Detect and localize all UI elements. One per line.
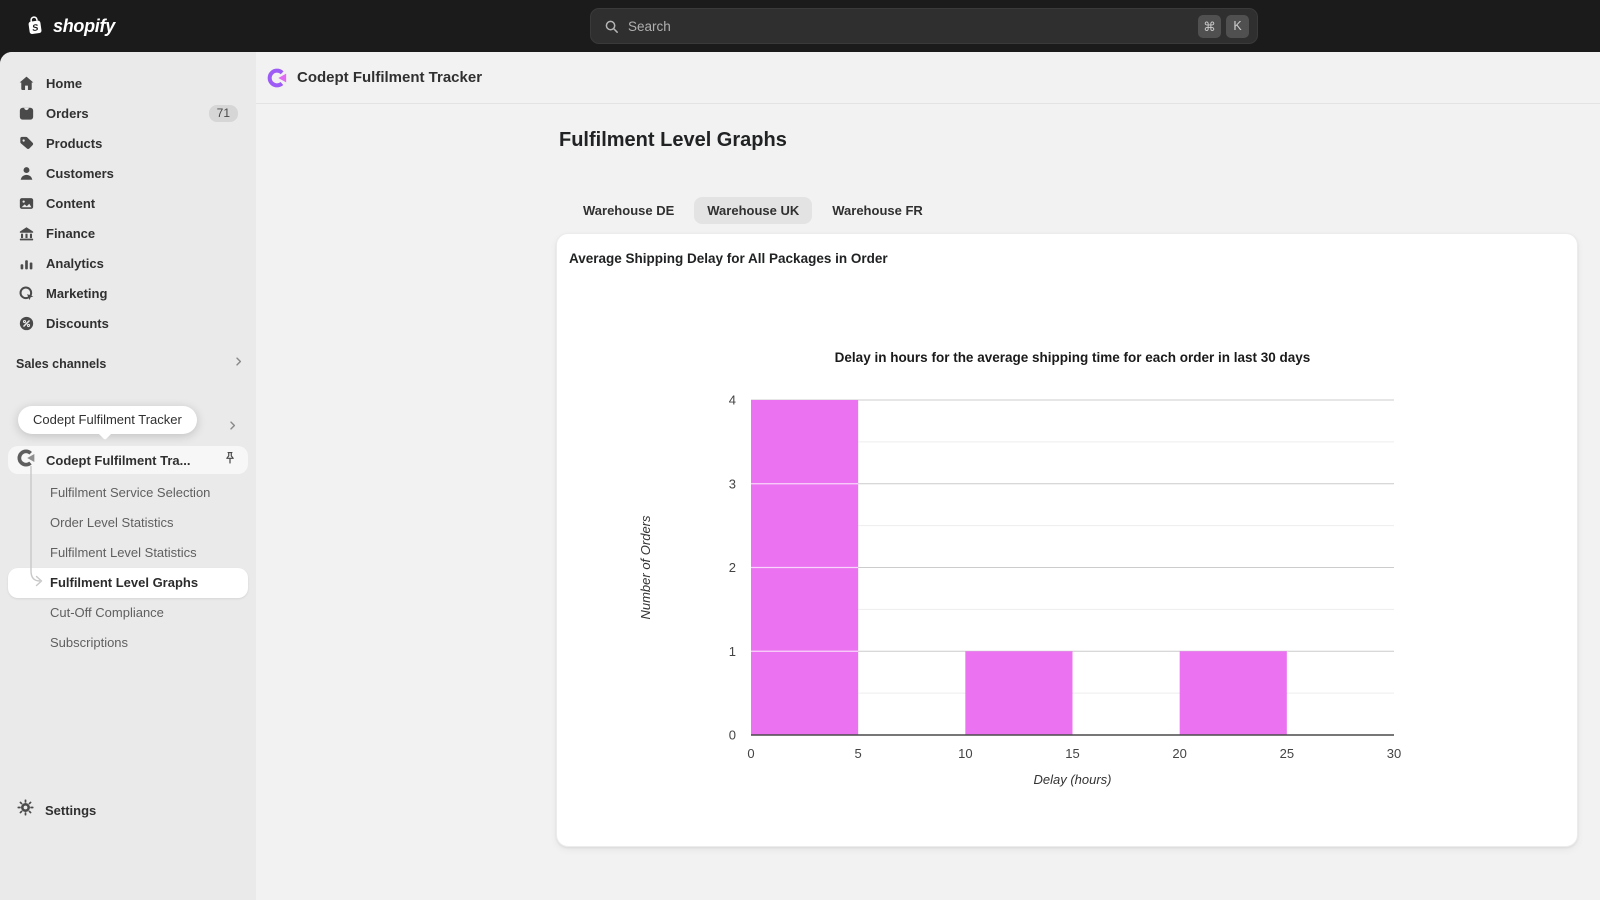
sidebar-item-label: Customers [46, 165, 114, 181]
svg-text:4: 4 [729, 393, 736, 408]
subnav-fulfilment-service-selection[interactable]: Fulfilment Service Selection [50, 485, 211, 500]
sidebar-item-label: Products [46, 135, 103, 151]
svg-text:30: 30 [1387, 746, 1401, 761]
svg-text:1: 1 [729, 644, 736, 659]
svg-text:10: 10 [958, 746, 972, 761]
gear-icon [16, 798, 35, 822]
app-subnav: Fulfilment Service Selection Order Level… [8, 478, 248, 658]
sidebar-item-products[interactable]: Products [8, 128, 248, 158]
marketing-icon [16, 283, 36, 303]
sidebar: Home Orders 71 Products Customers [0, 52, 256, 900]
orders-icon [16, 103, 36, 123]
svg-text:Delay in hours for the average: Delay in hours for the average shipping … [835, 350, 1311, 365]
sidebar-item-codept-app[interactable]: Codept Fulfilment Tra... [8, 446, 248, 474]
sidebar-item-label: Discounts [46, 315, 109, 331]
brand-wordmark: shopify [53, 15, 115, 36]
page-content: Fulfilment Level Graphs Warehouse DE War… [256, 104, 1600, 900]
tab-warehouse-fr[interactable]: Warehouse FR [832, 203, 923, 218]
svg-text:15: 15 [1065, 746, 1079, 761]
subnav-fulfilment-level-graphs[interactable]: Fulfilment Level Graphs [8, 568, 248, 598]
codept-app-icon [16, 448, 36, 473]
sidebar-sales-channels[interactable]: Sales channels [16, 349, 246, 379]
card-title: Average Shipping Delay for All Packages … [569, 251, 888, 266]
tab-warehouse-de[interactable]: Warehouse DE [583, 203, 675, 218]
sidebar-item-label: Finance [46, 225, 96, 241]
app-header: Codept Fulfilment Tracker [256, 52, 1600, 104]
sidebar-item-marketing[interactable]: Marketing [8, 278, 248, 308]
sidebar-item-label: Home [46, 75, 83, 91]
apps-expand-chevron-icon[interactable] [225, 418, 240, 438]
svg-text:Delay (hours): Delay (hours) [1033, 772, 1111, 787]
orders-count-badge: 71 [208, 104, 238, 122]
sidebar-item-label: Orders [46, 105, 89, 121]
shopify-bag-icon: S [28, 16, 42, 35]
main-area: Codept Fulfilment Tracker Fulfilment Lev… [256, 52, 1600, 900]
subnav-fulfilment-level-statistics[interactable]: Fulfilment Level Statistics [50, 545, 197, 560]
customers-icon [16, 163, 36, 183]
k-key-badge: K [1226, 14, 1249, 38]
search-icon [605, 20, 618, 33]
sidebar-item-label: Marketing [46, 285, 108, 301]
svg-text:S: S [32, 22, 40, 33]
warehouse-tabs: Warehouse DE Warehouse UK Warehouse FR [570, 197, 936, 224]
svg-text:Number of Orders: Number of Orders [638, 515, 653, 620]
svg-text:0: 0 [747, 746, 754, 761]
global-search[interactable]: ⌘ K [590, 8, 1258, 44]
svg-text:2: 2 [729, 560, 736, 575]
content-icon [16, 193, 36, 213]
tab-warehouse-uk[interactable]: Warehouse UK [694, 197, 813, 224]
chevron-right-icon [231, 354, 246, 374]
sidebar-item-analytics[interactable]: Analytics [8, 248, 248, 278]
admin-frame: Home Orders 71 Products Customers [0, 52, 1600, 900]
shopify-logo[interactable]: S shopify [22, 13, 115, 39]
svg-text:25: 25 [1280, 746, 1294, 761]
pin-icon[interactable] [222, 450, 238, 471]
sidebar-item-customers[interactable]: Customers [8, 158, 248, 188]
sales-channels-label: Sales channels [16, 357, 107, 371]
topbar: S shopify ⌘ K [0, 0, 1600, 52]
page-title: Fulfilment Level Graphs [559, 129, 787, 151]
sidebar-item-settings[interactable]: Settings [8, 796, 248, 824]
app-row-label: Codept Fulfilment Tra... [46, 452, 191, 468]
cmd-key-badge: ⌘ [1198, 14, 1221, 38]
subnav-order-level-statistics[interactable]: Order Level Statistics [50, 515, 174, 530]
discounts-icon [16, 313, 36, 333]
svg-text:3: 3 [729, 476, 736, 491]
app-name-tooltip: Codept Fulfilment Tracker [18, 406, 197, 434]
svg-text:20: 20 [1172, 746, 1186, 761]
shipping-delay-card: Average Shipping Delay for All Packages … [556, 233, 1578, 847]
svg-text:5: 5 [855, 746, 862, 761]
finance-icon [16, 223, 36, 243]
codept-app-logo-icon [267, 68, 287, 87]
app-header-title: Codept Fulfilment Tracker [297, 69, 483, 86]
sidebar-item-discounts[interactable]: Discounts [8, 308, 248, 338]
sidebar-item-label: Content [46, 195, 96, 211]
analytics-icon [16, 253, 36, 273]
sidebar-item-finance[interactable]: Finance [8, 218, 248, 248]
settings-label: Settings [45, 802, 97, 818]
sidebar-item-orders[interactable]: Orders 71 [8, 98, 248, 128]
svg-text:0: 0 [729, 728, 736, 743]
sidebar-item-label: Analytics [46, 255, 104, 271]
main-nav: Home Orders 71 Products Customers [8, 68, 248, 338]
sidebar-item-home[interactable]: Home [8, 68, 248, 98]
subnav-cut-off-compliance[interactable]: Cut-Off Compliance [50, 605, 164, 620]
subnav-subscriptions[interactable]: Subscriptions [50, 635, 129, 650]
sidebar-item-content[interactable]: Content [8, 188, 248, 218]
fulfilment-chart: 0 1 2 3 4 0 5 10 15 20 25 30 Delay in hours for the … [638, 350, 1401, 787]
search-input[interactable] [628, 18, 1193, 34]
home-icon [16, 73, 36, 93]
products-icon [16, 133, 36, 153]
